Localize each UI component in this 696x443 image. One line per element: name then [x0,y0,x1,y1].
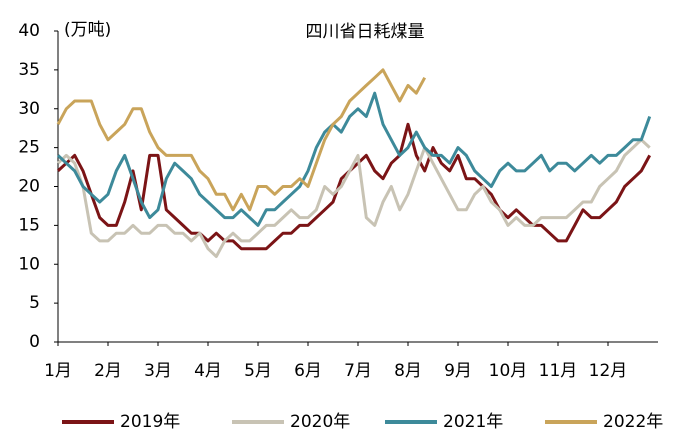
legend-label: 2019年 [120,412,180,432]
y-tick-label: 15 [18,215,40,235]
y-tick-label: 5 [29,293,40,313]
x-tick-label: 8月 [394,361,422,381]
y-tick-label: 25 [18,138,40,158]
x-tick-label: 7月 [344,361,372,381]
y-tick-label: 20 [18,177,40,197]
series-line [56,122,652,251]
y-tick-label: 35 [18,60,40,80]
legend-label: 2020年 [290,412,350,432]
chart-title: 四川省日耗煤量 [306,22,425,42]
x-tick-label: 2月 [94,361,122,381]
series-line [56,138,651,258]
x-tick-label: 11月 [539,361,578,381]
y-tick-label: 0 [29,332,40,352]
series-line [56,91,652,227]
x-tick-label: 9月 [444,361,472,381]
x-tick-label: 1月 [44,361,72,381]
y-axis-label: (万吨) [64,20,111,40]
y-tick-label: 40 [18,21,40,41]
legend-label: 2021年 [443,412,503,432]
legend-label: 2022年 [603,412,663,432]
y-tick-label: 10 [18,254,40,274]
x-tick-label: 3月 [144,361,172,381]
x-tick-label: 6月 [294,361,322,381]
x-tick-label: 5月 [244,361,272,381]
y-tick-label: 30 [18,99,40,119]
x-tick-label: 12月 [589,361,628,381]
x-tick-label: 4月 [194,361,222,381]
series-line [56,68,427,212]
x-tick-label: 10月 [489,361,528,381]
